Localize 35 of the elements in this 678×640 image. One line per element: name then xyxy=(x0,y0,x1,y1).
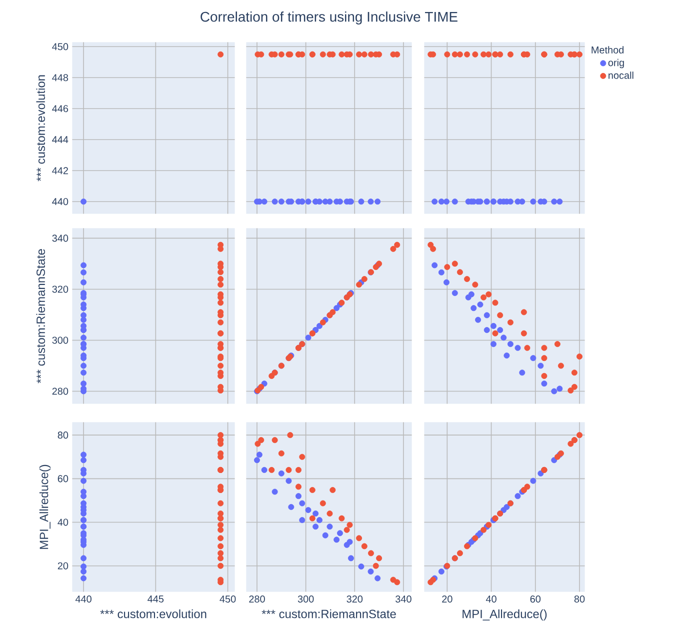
y-tick-label: 450 xyxy=(52,43,68,50)
y-tick-label: 446 xyxy=(52,105,68,112)
x-tick-label: 300 xyxy=(298,596,314,603)
chart-title: Correlation of timers using Inclusive TIME xyxy=(200,11,458,24)
y-tick-label: 20 xyxy=(58,562,68,570)
x-tick-label: 450 xyxy=(220,596,236,603)
y-tick-label: 40 xyxy=(58,518,68,526)
y-tick-label: 300 xyxy=(52,336,68,344)
legend-label: orig xyxy=(608,58,624,68)
y-tick-label: 448 xyxy=(52,74,68,82)
y-tick-label: 442 xyxy=(52,167,68,174)
x-tick-label: 280 xyxy=(249,596,265,603)
x-tick-label: 60 xyxy=(530,596,541,603)
y-tick-label: 340 xyxy=(52,234,68,242)
y-axis-title: *** custom:RiemannState xyxy=(36,249,46,384)
legend-label: nocall xyxy=(608,72,634,79)
y-axis-title: MPI_Allreduce() xyxy=(39,464,51,549)
y-tick-label: 280 xyxy=(52,388,68,395)
x-axis-title: *** custom:evolution xyxy=(100,609,206,618)
x-axis-title: MPI_Allreduce() xyxy=(462,609,547,621)
y-tick-label: 60 xyxy=(58,475,68,482)
x-tick-label: 20 xyxy=(442,596,452,603)
x-axis-title: *** custom:RiemannState xyxy=(262,609,396,618)
y-tick-label: 440 xyxy=(52,198,68,206)
y-tick-label: 80 xyxy=(58,432,68,439)
y-axis-title: *** custom:evolution xyxy=(36,75,46,182)
x-tick-label: 320 xyxy=(346,596,363,603)
x-tick-label: 440 xyxy=(75,596,92,603)
x-tick-label: 80 xyxy=(574,596,585,603)
legend-title: Method xyxy=(592,46,624,54)
x-tick-label: 445 xyxy=(148,596,164,602)
x-tick-label: 340 xyxy=(396,596,412,603)
y-tick-label: 444 xyxy=(52,136,68,144)
x-tick-label: 40 xyxy=(486,596,496,603)
y-tick-label: 320 xyxy=(52,286,68,293)
